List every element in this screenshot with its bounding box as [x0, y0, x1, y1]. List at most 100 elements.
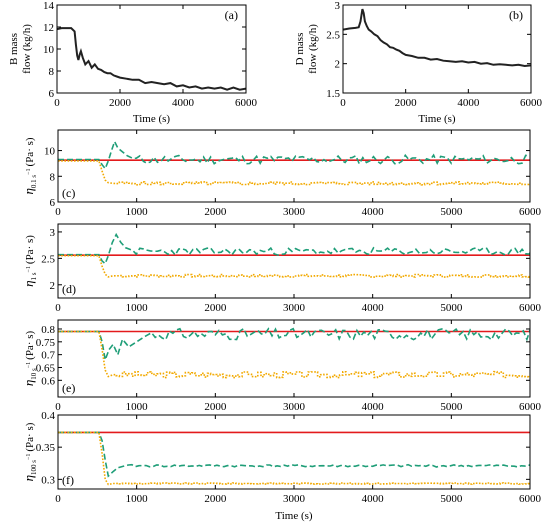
series-orange-dotted — [58, 330, 530, 379]
x-tick-label: 2000 — [204, 493, 227, 505]
plot-area — [343, 8, 531, 68]
x-axis-label: Time (s) — [275, 510, 313, 522]
panel-label: (f) — [62, 473, 74, 487]
x-tick-label: 1000 — [126, 493, 149, 505]
series-line — [343, 8, 531, 68]
exponent: −1 — [26, 362, 32, 368]
series-orange-dotted — [58, 160, 530, 186]
y-tick-label: 10 — [43, 44, 55, 56]
y-axis-label: η0.1 s−1 (Pa· s) — [21, 137, 38, 194]
axes-frame — [342, 4, 532, 94]
y-axis-label: B mass — [8, 33, 20, 65]
shear-rate-subscript: 1 s — [30, 272, 38, 280]
y-tick-label: 0.4 — [41, 410, 55, 422]
y-tick-label: 12 — [43, 22, 54, 34]
y-tick-label: 0.6 — [41, 375, 55, 387]
panel-d: 0 1000 2000 3000 4000 5000 6000 2 2.5 3 (d) η1 s−1 (… — [21, 223, 542, 314]
x-tick-label: 5000 — [440, 206, 463, 218]
x-tick-label: 4000 — [362, 206, 385, 218]
unit: (Pa· s) — [24, 137, 36, 166]
eta-symbol: η — [21, 280, 36, 286]
x-tick-label: 1000 — [126, 401, 149, 413]
panel-label: (c) — [62, 186, 75, 200]
x-tick-label: 4000 — [172, 97, 195, 109]
y-tick-label: 0.8 — [41, 324, 55, 336]
panel-f: 0 1000 2000 3000 4000 5000 6000 0.3 0.35 0.4 (f) Ti… — [21, 410, 542, 522]
shear-rate-subscript: 10 s — [30, 368, 38, 380]
y-tick-label: 1.5 — [326, 88, 340, 100]
x-tick-label: 6000 — [520, 97, 543, 109]
panel-label: (e) — [62, 381, 75, 395]
y-axis-label: η10 s−1 (Pa· s) — [21, 330, 38, 386]
shear-rate-subscript: 100 s — [30, 460, 38, 475]
y-tick-label: 6 — [50, 197, 56, 209]
x-tick-label: 5000 — [440, 401, 463, 413]
x-tick-label: 6000 — [235, 97, 258, 109]
x-tick-label: 2000 — [395, 97, 418, 109]
x-tick-label: 0 — [340, 97, 346, 109]
plot-area — [57, 27, 246, 91]
x-tick-label: 4000 — [362, 493, 385, 505]
axes-frame — [57, 223, 531, 299]
x-tick-label: 3000 — [283, 493, 306, 505]
panel-label: (d) — [62, 282, 76, 296]
x-tick-label: 5000 — [440, 302, 463, 314]
y-tick-label: 0.75 — [36, 337, 56, 349]
series-green-dashed — [58, 139, 530, 171]
y-axis-label: flow (kg/h) — [307, 24, 319, 74]
y-tick-label: 2.5 — [326, 29, 340, 41]
y-tick-label: 0.3 — [41, 474, 55, 486]
x-tick-label: 4000 — [457, 97, 480, 109]
x-tick-label: 3000 — [283, 302, 306, 314]
x-tick-label: 0 — [55, 401, 61, 413]
y-tick-label: 8 — [49, 66, 55, 78]
y-tick-label: 14 — [43, 0, 55, 12]
panel-c: 0 1000 2000 3000 4000 5000 6000 6 8 10 (c) η0.1 s−1… — [21, 129, 542, 218]
y-tick-label: 3 — [50, 227, 56, 239]
series-green-dashed — [58, 327, 530, 363]
y-tick-label: 6 — [49, 88, 55, 100]
unit: (Pa· s) — [24, 422, 36, 451]
plot-area — [58, 232, 530, 278]
x-tick-label: 0 — [55, 206, 61, 218]
x-tick-label: 4000 — [362, 401, 385, 413]
eta-symbol: η — [21, 188, 36, 194]
y-tick-label: 2 — [50, 280, 56, 292]
series-orange-dotted — [58, 254, 530, 278]
x-tick-label: 6000 — [519, 493, 542, 505]
x-tick-label: 6000 — [519, 401, 542, 413]
x-tick-label: 3000 — [283, 401, 306, 413]
y-tick-label: 2.5 — [41, 253, 55, 265]
y-tick-label: 8 — [50, 171, 56, 183]
series-line — [57, 27, 246, 91]
plot-area — [58, 431, 530, 486]
x-tick-label: 0 — [55, 302, 61, 314]
exponent: −1 — [26, 266, 32, 272]
axes-frame — [57, 129, 531, 203]
exponent: −1 — [26, 454, 32, 460]
x-tick-label: 2000 — [204, 401, 227, 413]
y-tick-label: 0.65 — [36, 362, 56, 374]
x-tick-label: 0 — [54, 97, 60, 109]
axes-frame — [57, 414, 531, 490]
y-tick-label: 10 — [44, 146, 56, 158]
series-green-dashed — [58, 232, 530, 265]
plot-area — [58, 139, 530, 186]
x-tick-label: 6000 — [519, 206, 542, 218]
shear-rate-subscript: 0.1 s — [30, 175, 38, 189]
x-tick-label: 2000 — [204, 302, 227, 314]
series-green-dashed — [58, 431, 530, 478]
y-axis-label: η100 s−1 (Pa· s) — [21, 422, 38, 481]
y-tick-label: 0.7 — [41, 350, 55, 362]
x-tick-label: 5000 — [440, 493, 463, 505]
panel-label: (b) — [509, 8, 523, 22]
x-tick-label: 4000 — [362, 302, 385, 314]
panel-e: 0 1000 2000 3000 4000 5000 6000 0.60.650.70.750… — [21, 319, 542, 413]
plot-area — [58, 327, 530, 379]
series-orange-dotted — [58, 431, 530, 486]
y-tick-label: 3 — [335, 0, 341, 12]
x-tick-label: 3000 — [283, 206, 306, 218]
exponent: −1 — [26, 168, 32, 174]
y-axis-label: flow (kg/h) — [21, 24, 33, 74]
